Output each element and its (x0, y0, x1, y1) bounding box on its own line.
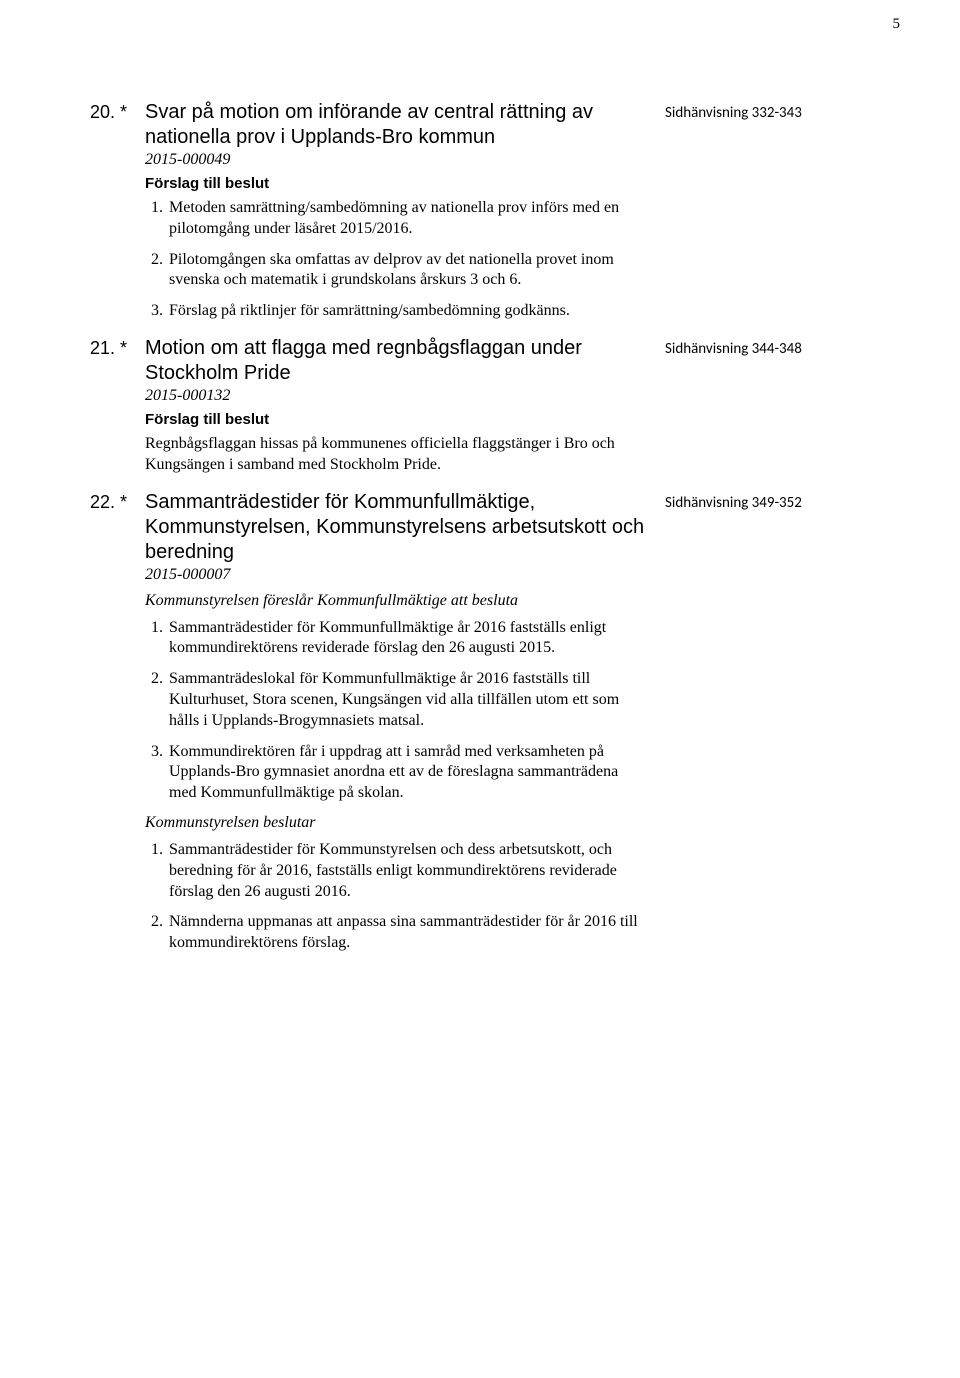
proposal-label: Förslag till beslut (145, 175, 645, 192)
list-item: Förslag på riktlinjer för samrättning/sa… (167, 301, 645, 322)
page-reference: Sidhänvisning 349-352 (665, 490, 900, 512)
agenda-item: 20. * Svar på motion om införande av cen… (90, 100, 900, 332)
page-reference: Sidhänvisning 344-348 (665, 336, 900, 358)
list-item: Pilotomgången ska omfattas av delprov av… (167, 250, 645, 292)
item-number: 21. * (90, 336, 145, 359)
agenda-item: 22. * Sammanträdestider för Kommunfullmä… (90, 490, 900, 964)
sub-heading: Kommunstyrelsen föreslår Kommunfullmäkti… (145, 592, 645, 610)
page-reference: Sidhänvisning 332-343 (665, 100, 900, 122)
item-content: Sammanträdestider för Kommunfullmäktige,… (145, 490, 665, 964)
list-item: Sammanträdestider för Kommunstyrelsen oc… (167, 840, 645, 902)
list-item: Sammanträdestider för Kommunfullmäktige … (167, 618, 645, 660)
paragraph-text: Regnbågsflaggan hissas på kommunenes off… (145, 434, 645, 476)
item-title: Motion om att flagga med regnbågsflaggan… (145, 336, 645, 386)
case-number: 2015-000132 (145, 387, 645, 405)
agenda-item: 21. * Motion om att flagga med regnbågsf… (90, 336, 900, 486)
list-item: Sammanträdeslokal för Kommunfullmäktige … (167, 669, 645, 731)
list-item: Metoden samrättning/sambedömning av nati… (167, 198, 645, 240)
numbered-list: Sammanträdestider för Kommunfullmäktige … (145, 618, 645, 804)
item-number: 20. * (90, 100, 145, 123)
item-title: Sammanträdestider för Kommunfullmäktige,… (145, 490, 645, 565)
agenda-items: 20. * Svar på motion om införande av cen… (90, 100, 900, 964)
case-number: 2015-000049 (145, 151, 645, 169)
case-number: 2015-000007 (145, 566, 645, 584)
item-content: Svar på motion om införande av central r… (145, 100, 665, 332)
item-number: 22. * (90, 490, 145, 513)
list-item: Kommundirektören får i uppdrag att i sam… (167, 742, 645, 804)
page-number: 5 (893, 16, 901, 33)
list-item: Nämnderna uppmanas att anpassa sina samm… (167, 912, 645, 954)
proposal-label: Förslag till beslut (145, 411, 645, 428)
numbered-list: Metoden samrättning/sambedömning av nati… (145, 198, 645, 322)
sub-heading: Kommunstyrelsen beslutar (145, 814, 645, 832)
numbered-list: Sammanträdestider för Kommunstyrelsen oc… (145, 840, 645, 954)
item-content: Motion om att flagga med regnbågsflaggan… (145, 336, 665, 486)
item-title: Svar på motion om införande av central r… (145, 100, 645, 150)
